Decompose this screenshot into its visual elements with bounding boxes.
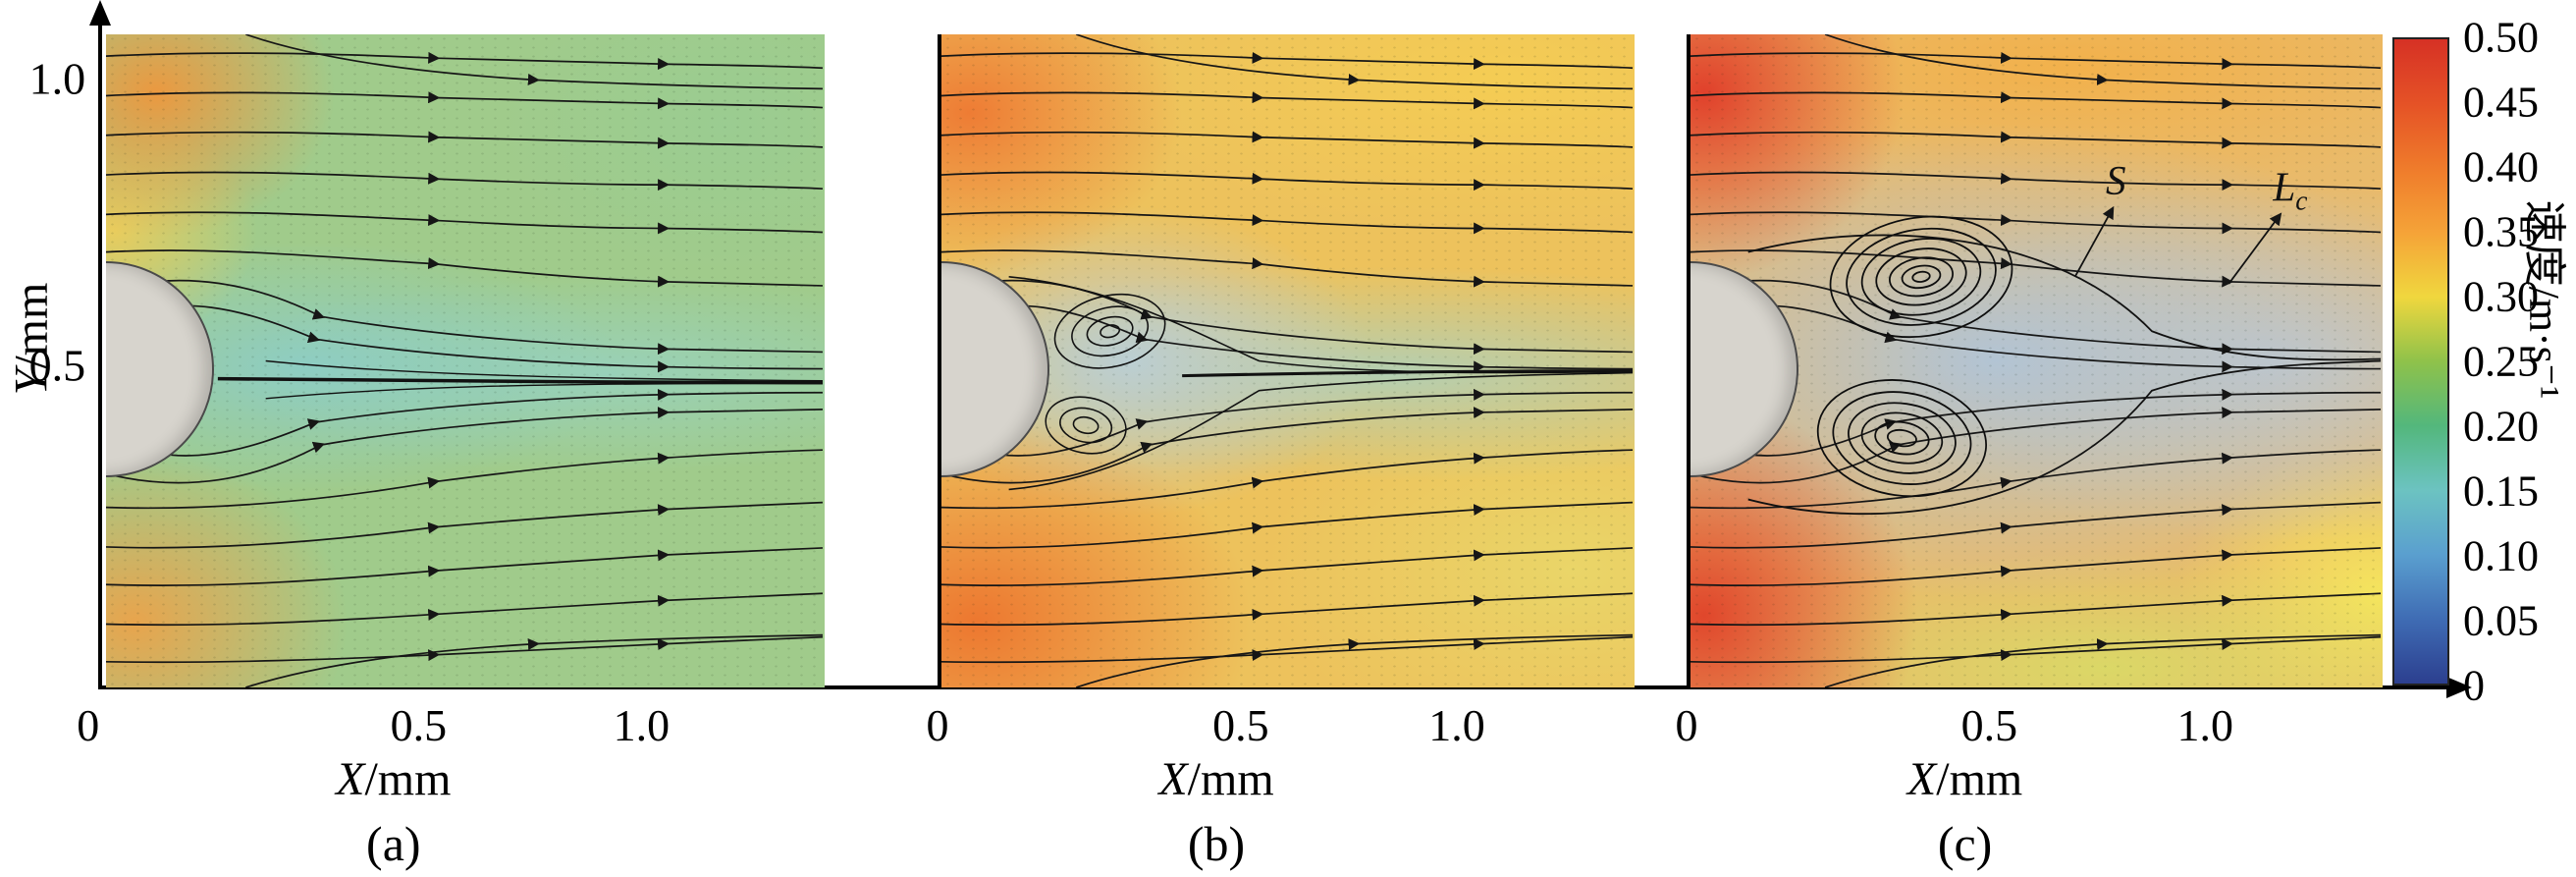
x-axis-title: X/mm — [1907, 752, 2022, 806]
y-axis-line — [98, 22, 102, 687]
x-axis-unit: /mm — [1187, 753, 1274, 805]
colorbar-tick: 0.15 — [2463, 466, 2539, 516]
y-axis-arrow-icon — [89, 0, 111, 26]
colorbar-tick: 0.20 — [2463, 402, 2539, 451]
colorbar-tick: 0.50 — [2463, 13, 2539, 62]
x-axis-arrow-icon — [2446, 677, 2472, 698]
panel-label-b: (b) — [1187, 816, 1246, 871]
panel-label-a: (a) — [366, 816, 421, 871]
x-tick-label: 0 — [77, 700, 100, 750]
colorbar-title: 速度/m·s⁻¹ — [2520, 199, 2568, 400]
wake-length-arrow — [2227, 212, 2282, 285]
x-axis-row-c: 0 0.5 1.0 X/mm (c) — [1676, 687, 2383, 877]
colorbar-tick: 0.40 — [2463, 142, 2539, 192]
colorbar-tick: 0.45 — [2463, 78, 2539, 127]
vortex-pair-b — [1045, 293, 1166, 455]
y-axis-unit: /mm — [5, 282, 58, 369]
x-axis-variable: X — [336, 753, 365, 805]
wake-boundary-c — [1747, 234, 2382, 516]
wake-length-label: Lc — [2272, 165, 2308, 217]
x-axis-variable: X — [1906, 753, 1937, 805]
x-axis-row-b: 0 0.5 1.0 X/mm (b) — [927, 687, 1635, 877]
x-axis-title: X/mm — [336, 752, 451, 806]
x-axis-line — [98, 685, 2452, 689]
panel-c-flow-field: S Lc — [1687, 34, 2383, 687]
colorbar-gradient — [2392, 37, 2449, 685]
colorbar-tick: 0.30 — [2463, 272, 2539, 321]
colorbar-tick: 0.35 — [2463, 207, 2539, 256]
separation-point-label: S — [2106, 159, 2126, 205]
panel-a-flow-field — [106, 34, 825, 687]
streamlines-b — [941, 34, 1635, 687]
streamlines-c: S Lc — [1690, 34, 2383, 687]
x-axis-title: X/mm — [1158, 752, 1273, 806]
x-axis-unit: /mm — [1936, 753, 2023, 805]
y-tick-label: 1.0 — [28, 53, 86, 104]
panel-label-c: (c) — [1937, 816, 1993, 871]
colorbar-tick: 0.25 — [2463, 337, 2539, 386]
wake-line-b — [1008, 276, 1634, 491]
x-tick-label: 0.5 — [1960, 700, 2018, 750]
panel-b-flow-field — [938, 34, 1635, 687]
x-tick-label: 0 — [926, 700, 949, 750]
x-tick-label: 0.5 — [1212, 700, 1269, 750]
wake-line-a — [217, 359, 823, 400]
separation-arrow — [2073, 205, 2115, 278]
x-tick-label: 1.0 — [613, 700, 671, 750]
y-tick-label: 0.5 — [28, 340, 86, 391]
y-axis-title: Y/mm — [5, 283, 59, 396]
colorbar-tick: 0.10 — [2463, 531, 2539, 580]
x-tick-label: 1.0 — [2176, 700, 2233, 750]
x-tick-label: 1.0 — [1428, 700, 1485, 750]
colorbar-tick: 0 — [2463, 661, 2485, 710]
vortex-pair-c — [1816, 215, 2013, 498]
x-axis-unit: /mm — [364, 753, 452, 805]
colorbar-tick: 0.05 — [2463, 596, 2539, 645]
annotation-group: S Lc — [2073, 159, 2308, 285]
x-axis-row-a: 0 0.5 1.0 X/mm (a) — [77, 687, 825, 877]
x-axis-variable: X — [1158, 753, 1188, 805]
y-axis-variable: Y — [5, 368, 58, 396]
x-tick-label: 0 — [1675, 700, 1698, 750]
x-tick-label: 0.5 — [390, 700, 448, 750]
colorbar-ticks: 0.50 0.45 0.40 0.35 0.30 0.25 0.20 0.15 … — [2463, 14, 2573, 710]
streamlines-a — [106, 34, 825, 687]
